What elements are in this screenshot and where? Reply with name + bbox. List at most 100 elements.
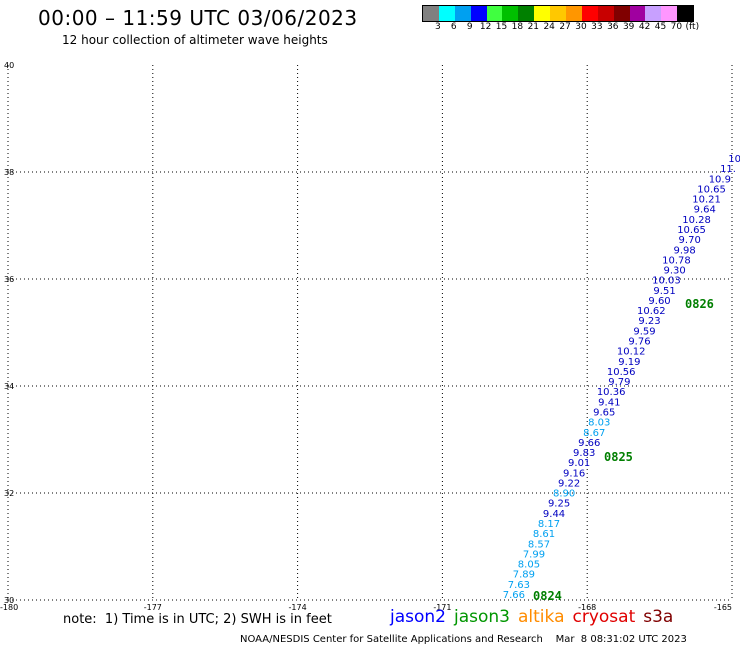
legend-item-altika: altika — [518, 607, 565, 627]
color-scale-bar — [422, 5, 695, 22]
legend-item-s3a: s3a — [643, 607, 674, 627]
color-scale-labels: 3 6 9 12 15 18 21 24 27 30 33 36 39 42 45 70 (ft) — [422, 22, 732, 34]
color-swatch — [423, 6, 439, 21]
lon-tick-label: -168 — [578, 603, 596, 612]
wave-height-label: 9.70 — [679, 235, 701, 246]
color-swatch — [502, 6, 519, 21]
wave-height-label: 10.36 — [597, 387, 626, 398]
map-subtitle: 12 hour collection of altimeter wave hei… — [62, 33, 328, 47]
color-swatch — [661, 6, 678, 21]
color-scale-label: 45 — [654, 22, 667, 32]
wave-height-label: 9.64 — [694, 205, 716, 216]
color-scale-label: 6 — [450, 22, 457, 32]
wave-height-label: 9.23 — [638, 316, 660, 327]
wave-height-label: 7.63 — [508, 580, 530, 591]
wave-height-label: 8.57 — [528, 539, 550, 550]
color-swatch — [486, 6, 503, 21]
wave-height-label: 10.03 — [652, 276, 681, 287]
color-swatch — [518, 6, 535, 21]
lat-tick-label: 32 — [4, 489, 14, 498]
color-scale-label: 36 — [607, 22, 619, 32]
wave-height-label: 10.56 — [607, 367, 636, 378]
wave-height-label: 7.66 — [503, 590, 525, 601]
wave-height-label: 9.16 — [563, 468, 585, 479]
wave-height-label: 10 — [728, 154, 740, 165]
wave-height-label: 8.61 — [533, 529, 555, 540]
color-swatch — [566, 6, 582, 21]
wave-height-label: 9.44 — [543, 509, 565, 520]
lat-tick-label: 40 — [4, 61, 14, 70]
pass-time-label: 0824 — [533, 589, 562, 603]
wave-height-label: 10.12 — [617, 347, 646, 358]
lon-tick-label: -174 — [289, 603, 307, 612]
legend-item-jason3: jason3 — [454, 607, 510, 627]
wave-height-label: 9.19 — [618, 357, 640, 368]
wave-height-label: 9.01 — [568, 458, 590, 469]
color-swatch — [677, 6, 694, 21]
wave-height-label: 8.67 — [583, 428, 605, 439]
lat-tick-label: 38 — [4, 168, 14, 177]
color-swatch — [581, 6, 598, 21]
color-scale-label: 33 — [591, 22, 603, 32]
lon-tick-label: -171 — [433, 603, 451, 612]
color-scale-label: 9 — [466, 22, 473, 32]
color-scale-label: 27 — [559, 22, 571, 32]
color-swatch — [454, 6, 471, 21]
lon-tick-label: -165 — [714, 603, 732, 612]
color-scale-label: 18 — [511, 22, 524, 32]
lat-tick-label: 30 — [4, 596, 14, 605]
wave-height-label: 10.9 — [709, 174, 731, 185]
wave-height-label: 9.66 — [578, 438, 600, 449]
color-swatch — [550, 6, 567, 21]
wave-height-label: 9.98 — [674, 245, 696, 256]
wave-height-label: 10.21 — [692, 195, 721, 206]
wave-height-label: 9.30 — [663, 266, 685, 277]
color-scale-label: 70 — [670, 22, 683, 32]
wave-height-label: 9.65 — [593, 407, 615, 418]
wave-height-label: 10.78 — [662, 255, 691, 266]
lon-tick-label: -177 — [144, 603, 162, 612]
color-swatch — [645, 6, 662, 21]
color-scale-label: 3 — [435, 22, 441, 32]
lat-tick-label: 36 — [4, 275, 14, 284]
color-scale-label: 12 — [479, 22, 492, 32]
color-swatch — [438, 6, 455, 21]
wave-height-label: 9.41 — [598, 397, 620, 408]
wave-height-label: 8.17 — [538, 519, 560, 530]
legend-item-cryosat: cryosat — [572, 607, 636, 627]
footer-credit: NOAA/NESDIS Center for Satellite Applica… — [240, 634, 687, 645]
satellite-legend: jason2 jason3 altika cryosat s3a — [390, 607, 681, 627]
wave-height-label: 9.60 — [648, 296, 670, 307]
wave-height-label: 9.76 — [628, 337, 650, 348]
color-swatch — [470, 6, 487, 21]
wave-height-label: 11. — [720, 164, 736, 175]
wave-height-label: 8.90 — [553, 489, 575, 500]
wave-height-label: 9.83 — [573, 448, 595, 459]
color-scale-label: 39 — [622, 22, 635, 32]
wave-height-label: 9.59 — [633, 326, 655, 337]
wave-height-label: 9.51 — [653, 286, 675, 297]
wave-height-label: 7.99 — [523, 549, 545, 560]
color-swatch — [629, 6, 646, 21]
legend-item-jason2: jason2 — [390, 607, 446, 627]
wave-height-label: 8.05 — [518, 560, 540, 571]
color-scale-label: 24 — [543, 22, 555, 32]
color-scale-label: 21 — [527, 22, 540, 32]
color-scale-label: (ft) — [685, 22, 700, 32]
units-note: note: 1) Time is in UTC; 2) SWH is in fe… — [63, 612, 332, 627]
wave-height-label: 10.65 — [697, 184, 726, 195]
lat-tick-label: 34 — [4, 382, 14, 391]
wave-height-label: 9.22 — [558, 478, 580, 489]
pass-time-label: 0825 — [604, 450, 633, 464]
wave-height-label: 7.89 — [513, 570, 535, 581]
wave-height-label: 10.28 — [682, 215, 711, 226]
color-scale-label: 42 — [638, 22, 651, 32]
wave-height-label: 9.79 — [608, 377, 630, 388]
color-swatch — [613, 6, 630, 21]
pass-time-label: 0826 — [685, 297, 714, 311]
map-title: 00:00 – 11:59 UTC 03/06/2023 — [38, 6, 358, 30]
color-scale-label: 30 — [575, 22, 587, 32]
wave-height-label: 10.62 — [637, 306, 666, 317]
lon-tick-label: -180 — [0, 603, 18, 612]
